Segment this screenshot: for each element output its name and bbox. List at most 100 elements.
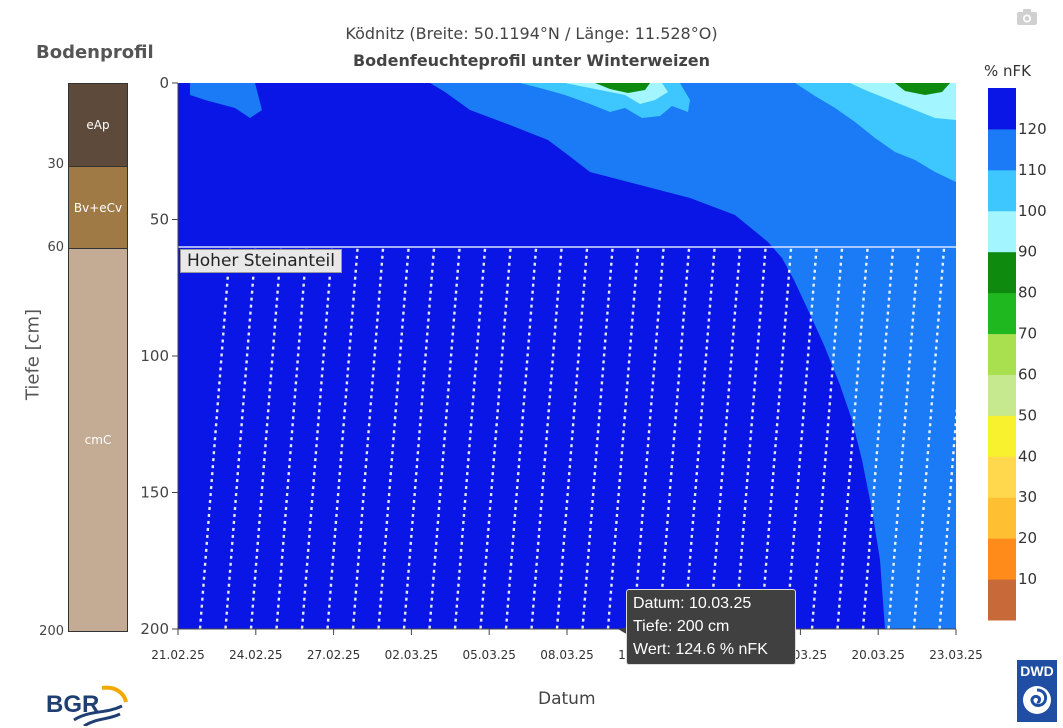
hatch-line	[632, 248, 665, 629]
dwd-logo-text: DWD	[1020, 663, 1053, 679]
hatch-line	[300, 248, 334, 629]
x-tick-label: 24.02.25	[229, 648, 282, 662]
hatch-line	[938, 404, 956, 629]
stone-content-label: Hoher Steinanteil	[180, 249, 342, 273]
tooltip-datum: Datum: 10.03.25	[633, 595, 752, 612]
hatch-line	[275, 248, 308, 629]
hatch-line	[504, 248, 538, 629]
colorbar-segment	[988, 415, 1016, 457]
colorbar-segment	[988, 333, 1016, 375]
y-tick-label: 50	[150, 211, 169, 229]
chart-title: Ködnitz (Breite: 50.1194°N / Länge: 11.5…	[345, 24, 718, 43]
hatch-line	[810, 248, 844, 629]
colorbar-tick-label: 100	[1018, 202, 1047, 220]
moisture-region-120	[430, 83, 956, 629]
bgr-logo: BGR	[46, 685, 128, 726]
colorbar-tick-label: 90	[1018, 243, 1037, 261]
profile-title: Bodenprofil	[36, 42, 154, 63]
hatch-line	[734, 248, 767, 629]
colorbar-segment	[988, 456, 1016, 498]
hatch-line	[453, 248, 487, 629]
hatch-line	[606, 248, 640, 629]
moisture-region-90	[595, 83, 650, 93]
soil-layer-label: Bv+eCv	[73, 200, 123, 215]
x-tick-label: 20.03.25	[851, 648, 904, 662]
x-tick-label: 21.02.25	[151, 648, 204, 662]
y-tick-label: 100	[140, 347, 169, 365]
x-tick-label: 23.03.25	[929, 648, 982, 662]
profile-tick: 30	[47, 157, 64, 172]
colorbar-tick-label: 30	[1018, 488, 1037, 506]
colorbar-segment	[988, 210, 1016, 253]
hatch-line	[428, 248, 461, 629]
x-tick-label: 08.03.25	[540, 648, 593, 662]
y-axis: 0 50 100 150 200	[140, 74, 179, 638]
soil-layer-cmc: cmC	[68, 248, 128, 632]
hatch-line	[479, 248, 512, 629]
hover-tooltip: Datum: 10.03.25 Tiefe: 200 cm Wert: 124.…	[626, 589, 796, 665]
hatch-line	[887, 248, 920, 629]
colorbar-tick-label: 110	[1018, 161, 1047, 179]
colorbar-segment	[988, 497, 1016, 539]
tooltip-wert: Wert: 124.6 % nFK	[633, 641, 768, 658]
colorbar-tick-label: 70	[1018, 325, 1037, 343]
hatch-line	[326, 248, 359, 629]
chart-subtitle: Bodenfeuchteprofil unter Winterweizen	[352, 51, 711, 70]
profile-tick: 60	[47, 240, 64, 255]
soil-layer-eap: eAp	[68, 83, 128, 167]
tooltip-tiefe: Tiefe: 200 cm	[633, 618, 730, 635]
stone-hatching	[198, 248, 956, 629]
hatch-line	[351, 248, 385, 629]
colorbar-segment	[988, 251, 1016, 294]
hatch-line	[708, 248, 742, 629]
colorbar-segment	[988, 374, 1016, 416]
colorbar-segment	[988, 292, 1016, 335]
colorbar-tick-label: 50	[1018, 406, 1037, 424]
profile-tick: 200	[39, 624, 64, 639]
soil-layer-label: cmC	[84, 433, 112, 447]
tooltip-pointer	[618, 627, 628, 635]
hatch-line	[861, 248, 895, 629]
hatch-line	[224, 248, 257, 629]
hatch-line	[555, 248, 589, 629]
y-tick-label: 0	[159, 74, 169, 92]
colorbar-tick-label: 80	[1018, 284, 1037, 302]
y-tick-label: 200	[140, 620, 169, 638]
y-tick-label: 150	[140, 484, 169, 502]
x-tick-label: 05.03.25	[462, 648, 515, 662]
colorbar-tick-label: 40	[1018, 447, 1037, 465]
x-tick-label: 27.02.25	[307, 648, 360, 662]
hatch-line	[581, 248, 614, 629]
colorbar-tick-label: 20	[1018, 529, 1037, 547]
hatch-line	[836, 248, 869, 629]
hatch-line	[198, 248, 232, 629]
colorbar-tick-label: 60	[1018, 365, 1037, 383]
dwd-logo: DWD	[1017, 660, 1057, 722]
x-tick-label: 02.03.25	[385, 648, 438, 662]
hatch-line	[683, 248, 716, 629]
x-axis: 21.02.25 24.02.25 27.02.25 02.03.25 05.03.25…	[151, 628, 983, 662]
hatch-line	[377, 248, 410, 629]
colorbar: 10 20 30 40 50 60 70 80 90 100 110 120	[988, 88, 1047, 621]
camera-icon[interactable]	[1016, 8, 1038, 26]
moisture-region-120	[190, 83, 262, 118]
hatch-line	[402, 248, 436, 629]
hatch-line	[912, 248, 946, 629]
colorbar-segment	[988, 579, 1016, 621]
x-axis-label: Datum	[538, 689, 596, 709]
hatch-line	[530, 248, 563, 629]
colorbar-title: % nFK	[984, 62, 1031, 80]
colorbar-tick-label: 10	[1018, 570, 1037, 588]
colorbar-segment	[988, 128, 1016, 171]
colorbar-tick-label: 120	[1018, 120, 1047, 138]
colorbar-segment	[988, 538, 1016, 580]
hatch-line	[759, 248, 793, 629]
colorbar-segment	[988, 169, 1016, 212]
moisture-region-90	[895, 83, 950, 95]
hatch-line	[249, 248, 283, 629]
hatch-line	[657, 248, 691, 629]
colorbar-segment	[988, 88, 1016, 130]
hatch-line	[785, 248, 818, 629]
soil-layer-label: eAp	[86, 118, 110, 132]
